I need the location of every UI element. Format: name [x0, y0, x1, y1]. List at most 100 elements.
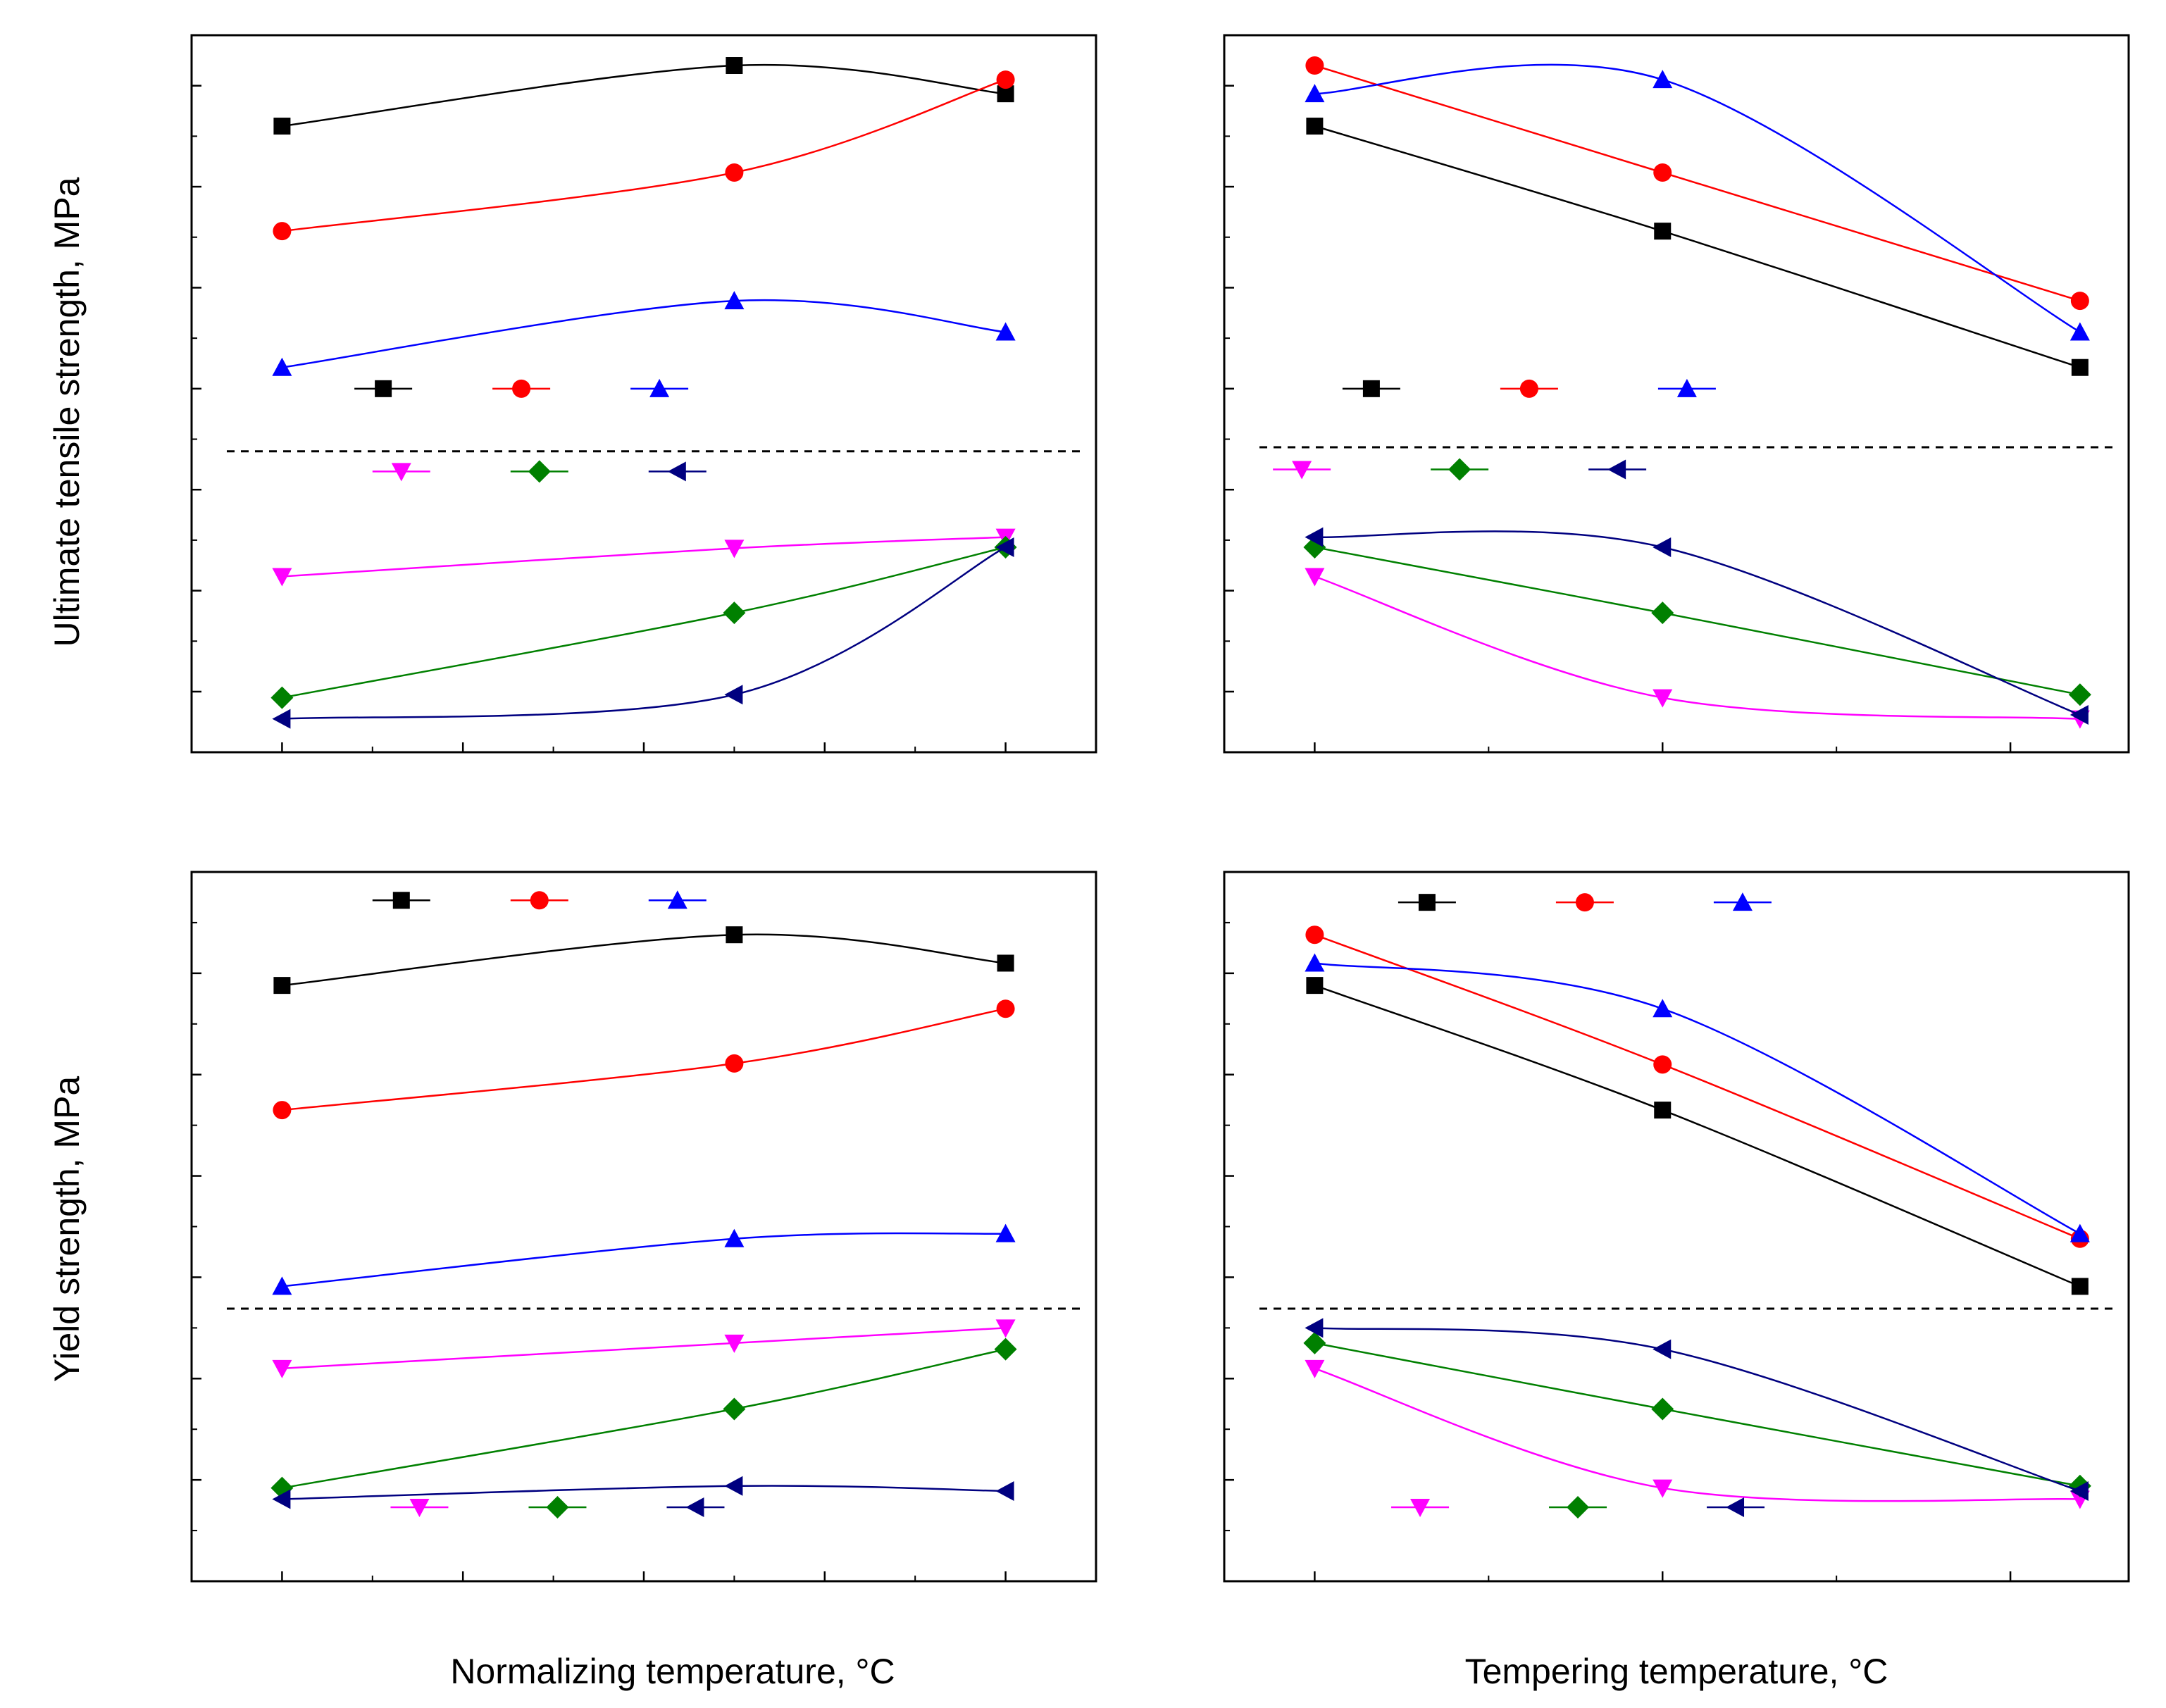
data-point [1306, 977, 1324, 995]
data-point [723, 1397, 746, 1421]
legend-marker [512, 379, 531, 398]
series-fit-line [282, 536, 1006, 578]
data-point [724, 540, 745, 559]
data-point [995, 1223, 1016, 1242]
data-point [724, 1476, 743, 1496]
series-1080-5 [1305, 1318, 2089, 1501]
data-point [1306, 118, 1324, 135]
y-axis-label-ys: Yield strength, MPa [47, 1076, 87, 1383]
data-point [1653, 1055, 1672, 1074]
series-fit-line [282, 1327, 1006, 1370]
series-760-5 [272, 537, 1014, 729]
data-point [724, 685, 743, 705]
series-1080-2 [1305, 953, 2090, 1242]
legend-1 [1398, 892, 1772, 912]
legend-marker [546, 1495, 569, 1519]
data-point [1652, 999, 1673, 1018]
data-point [1305, 568, 1325, 587]
series-1080-2 [1305, 63, 2090, 341]
legend-marker [1607, 459, 1626, 480]
data-point [994, 1338, 1017, 1361]
legend-marker [391, 463, 411, 482]
x-axis-label-tempering: Tempering temperature, °C [1465, 1652, 1888, 1691]
series-650-3 [272, 528, 1016, 587]
data-point [1654, 1102, 1672, 1119]
series-fit-line [282, 1485, 1006, 1500]
data-point [2069, 322, 2090, 341]
data-point [995, 322, 1016, 341]
legend-marker [667, 890, 687, 909]
data-point [2069, 1481, 2089, 1501]
legend-2 [390, 1495, 725, 1519]
legend-marker [530, 891, 549, 910]
series-fit-line [282, 299, 1006, 368]
data-point [1305, 1359, 1325, 1378]
legend-1 [1342, 378, 1716, 398]
series-1050-1 [1305, 56, 2089, 311]
series-1050-1 [1305, 925, 2089, 1248]
data-point [1652, 1479, 1673, 1498]
chart-panel-1 [190, 34, 1097, 754]
data-point [272, 1276, 292, 1295]
series-1000-3 [1305, 568, 2090, 729]
series-650-3 [272, 1319, 1016, 1378]
series-1000-3 [1305, 1359, 2090, 1509]
data-point [1305, 1318, 1324, 1338]
plot-frame [190, 871, 1097, 1583]
series-fit-line [282, 78, 1007, 232]
data-point [724, 291, 745, 310]
data-point [1651, 601, 1674, 625]
data-point [724, 1334, 745, 1353]
series-fit-line [282, 63, 1006, 127]
data-point [1305, 56, 1324, 75]
legend-marker [375, 380, 392, 397]
data-point [2071, 1278, 2089, 1295]
series-760-2 [272, 291, 1016, 376]
series-fit-line [1314, 575, 2080, 720]
data-point [2071, 359, 2089, 376]
series-fit-line [282, 1007, 1006, 1111]
chart-panel-4 [1223, 871, 2130, 1583]
series-fit-line [282, 933, 1006, 987]
data-point [1652, 689, 1673, 708]
series-fit-line [1314, 63, 2081, 333]
legend-marker [1575, 893, 1594, 912]
legend-1 [354, 378, 689, 398]
data-point [724, 1228, 745, 1247]
legend-marker [649, 378, 670, 397]
legend-marker [1732, 892, 1753, 911]
data-point [272, 1359, 292, 1378]
series-fit-line [1314, 984, 2081, 1288]
data-point [1305, 925, 1324, 945]
data-point [995, 1319, 1016, 1338]
series-1050-4 [1303, 535, 2091, 706]
series-fit-line [282, 546, 1007, 720]
chart-panel-2 [1223, 34, 2130, 754]
data-point [996, 70, 1015, 89]
data-point [272, 709, 291, 729]
legend-marker [1567, 1495, 1590, 1519]
data-point [995, 1481, 1014, 1501]
series-760-5 [272, 1476, 1014, 1509]
data-point [1303, 1331, 1326, 1354]
legend-marker [685, 1497, 704, 1517]
chart-panel-3 [190, 871, 1097, 1583]
legend-marker [1676, 378, 1697, 397]
data-point [2069, 1223, 2090, 1242]
series-fit-line [1314, 1367, 2080, 1502]
data-point [272, 1489, 291, 1509]
legend-marker [1362, 380, 1380, 397]
data-point [1654, 223, 1672, 240]
series-1000-0 [1306, 118, 2089, 376]
series-fit-line [1314, 125, 2081, 368]
legend-marker [1410, 1498, 1431, 1517]
x-axis-label-normalizing: Normalizing temperature, °C [450, 1652, 895, 1691]
series-760-2 [272, 1223, 1016, 1295]
legend-2 [1391, 1495, 1765, 1519]
data-point [273, 1101, 292, 1120]
data-point [273, 222, 292, 241]
data-point [726, 57, 743, 75]
data-point [1305, 84, 1325, 103]
legend-marker [409, 1498, 430, 1517]
